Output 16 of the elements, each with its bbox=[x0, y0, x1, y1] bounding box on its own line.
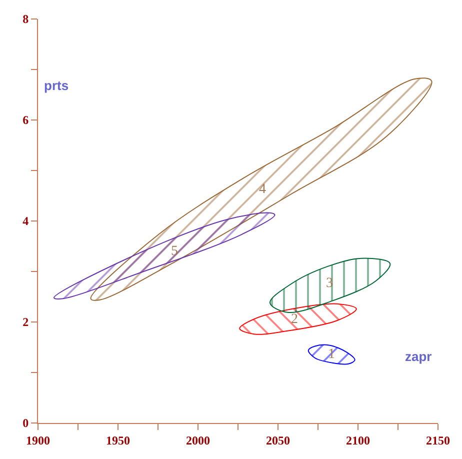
y-axis-title: prts bbox=[44, 78, 69, 93]
y-tick-label: 0 bbox=[22, 416, 29, 430]
x-tick-label: 1950 bbox=[106, 433, 130, 448]
series-label: 2 bbox=[291, 312, 298, 327]
series-label: 5 bbox=[171, 244, 178, 259]
y-tick-label: 6 bbox=[22, 113, 29, 128]
series-label: 4 bbox=[259, 182, 266, 197]
x-tick-label: 2000 bbox=[186, 433, 210, 448]
x-axis-title: zapr bbox=[405, 349, 432, 364]
x-tick-label: 2100 bbox=[346, 433, 370, 448]
y-tick-label: 2 bbox=[22, 315, 29, 330]
x-tick-label: 2050 bbox=[266, 433, 290, 448]
x-tick-label: 1900 bbox=[26, 433, 50, 448]
y-tick-label: 8 bbox=[22, 12, 29, 26]
x-tick-label: 2150 bbox=[426, 433, 450, 448]
y-tick-label: 4 bbox=[22, 214, 29, 228]
